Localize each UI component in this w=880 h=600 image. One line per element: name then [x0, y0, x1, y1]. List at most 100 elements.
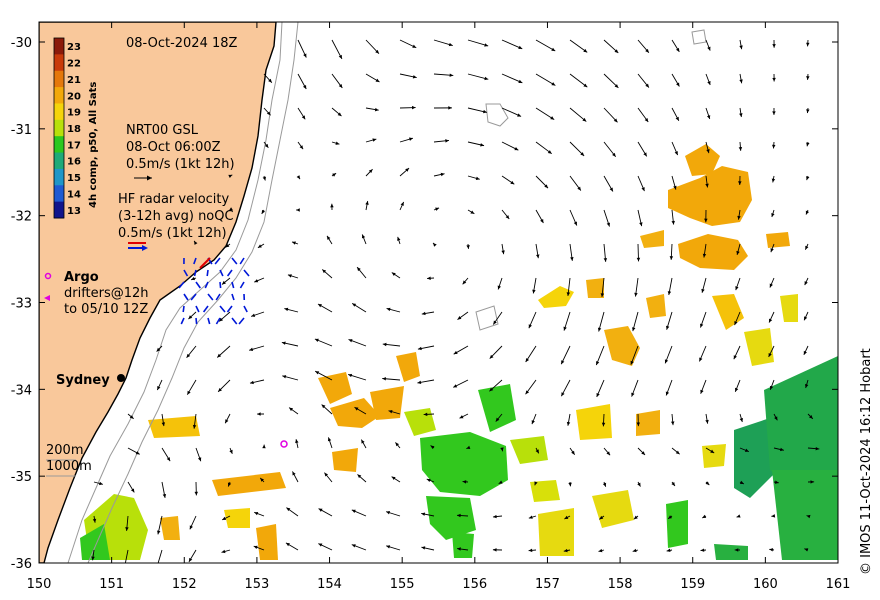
y-tick-label: -30: [11, 36, 32, 51]
velocity-arrow: [535, 73, 556, 86]
velocity-arrowhead: [286, 507, 291, 512]
velocity-arrowhead: [707, 81, 711, 86]
velocity-arrowhead: [156, 565, 159, 569]
velocity-arrowhead: [670, 421, 675, 426]
velocity-arrowhead: [666, 548, 671, 553]
velocity-arrowhead: [571, 450, 575, 455]
hf-arrow: [214, 257, 221, 265]
velocity-arrowhead: [632, 327, 636, 332]
velocity-arrowhead: [563, 326, 567, 331]
x-tick-label: 153: [244, 577, 269, 592]
sst-patch: [426, 496, 476, 540]
velocity-arrowhead: [254, 511, 259, 516]
colorbar-label: 19: [67, 108, 81, 119]
velocity-arrowhead: [495, 417, 500, 422]
velocity-arrowhead: [188, 557, 193, 562]
velocity-arrowhead: [675, 47, 680, 52]
velocity-arrowhead: [644, 118, 649, 122]
velocity-arrowhead: [357, 474, 362, 479]
velocity-arrowhead: [449, 73, 454, 77]
colorbar-label: 15: [67, 173, 81, 184]
velocity-arrowhead: [354, 407, 359, 411]
velocity-arrowhead: [561, 392, 565, 397]
velocity-arrowhead: [314, 338, 319, 342]
velocity-arrowhead: [99, 481, 103, 486]
velocity-arrowhead: [327, 235, 331, 240]
velocity-arrowhead: [400, 201, 404, 206]
velocity-arrowhead: [770, 248, 774, 253]
plot-frame: [38, 21, 839, 564]
velocity-arrowhead: [405, 168, 410, 172]
velocity-arrowhead: [550, 116, 555, 120]
velocity-arrowhead: [187, 390, 191, 395]
velocity-arrowhead: [337, 112, 342, 117]
velocity-arrowhead: [739, 418, 743, 423]
velocity-arrowhead: [470, 210, 475, 214]
hf-arrow: [239, 257, 245, 265]
velocity-arrowhead: [357, 267, 361, 272]
velocity-arrowhead: [191, 276, 196, 281]
velocity-arrow: [569, 73, 588, 88]
velocity-arrowhead: [397, 236, 401, 241]
velocity-arrowhead: [440, 172, 445, 177]
velocity-arrowhead: [188, 315, 193, 320]
y-tick-label: -34: [11, 383, 32, 398]
velocity-arrowhead: [498, 480, 503, 484]
velocity-arrowhead: [391, 476, 396, 481]
hf-arrow: [183, 269, 189, 277]
velocity-arrowhead: [262, 444, 266, 449]
sst-patch: [646, 294, 666, 318]
velocity-arrowhead: [411, 105, 416, 110]
x-tick-label: 152: [172, 577, 197, 592]
velocity-arrowhead: [636, 422, 641, 427]
velocity-arrowhead: [769, 283, 773, 288]
velocity-arrowhead: [806, 109, 810, 114]
velocity-arrowhead: [456, 513, 461, 518]
velocity-arrowhead: [570, 257, 574, 261]
velocity-arrowhead: [157, 530, 161, 535]
velocity-arrowhead: [606, 451, 611, 456]
velocity-arrowhead: [225, 419, 229, 424]
velocity-arrowhead: [614, 84, 619, 88]
velocity-arrowhead: [318, 543, 323, 547]
velocity-arrowhead: [771, 178, 776, 183]
velocity-arrowhead: [351, 509, 356, 513]
velocity-arrowhead: [583, 48, 588, 53]
velocity-arrowhead: [327, 437, 332, 442]
velocity-arrowhead: [222, 280, 226, 285]
velocity-arrowhead: [365, 200, 369, 205]
velocity-arrowhead: [426, 478, 431, 483]
velocity-arrowhead: [462, 480, 467, 484]
velocity-arrowhead: [734, 321, 738, 326]
hf-arrow: [215, 317, 221, 325]
velocity-arrowhead: [189, 525, 193, 530]
velocity-arrowhead: [348, 339, 353, 343]
velocity-arrowhead: [332, 173, 337, 177]
velocity-arrowhead: [430, 445, 435, 450]
velocity-arrowhead: [566, 292, 571, 296]
velocity-arrowhead: [671, 482, 675, 486]
velocity-arrowhead: [675, 450, 680, 455]
colorbar-cell: [54, 185, 64, 203]
velocity-arrowhead: [292, 471, 296, 476]
argo-legend-icon: [44, 272, 52, 280]
date-label: 08-Oct-2024 18Z: [126, 36, 238, 51]
sst-patch: [678, 234, 748, 270]
velocity-arrowhead: [186, 353, 191, 358]
sst-patch: [212, 472, 286, 496]
sst-patch: [666, 500, 688, 548]
sst-patch: [685, 144, 720, 176]
velocity-arrowhead: [540, 219, 544, 224]
velocity-arrowhead: [395, 442, 400, 447]
velocity-arrowhead: [228, 207, 233, 211]
velocity-arrowhead: [805, 245, 809, 250]
velocity-arrowhead: [739, 45, 743, 50]
velocity-arrowhead: [531, 420, 535, 425]
velocity-arrowhead: [645, 83, 649, 88]
velocity-arrowhead: [505, 215, 510, 219]
velocity-arrowhead: [769, 318, 773, 323]
velocity-arrowhead: [225, 243, 230, 248]
velocity-arrowhead: [296, 175, 301, 180]
velocity-arrowhead: [218, 387, 222, 392]
velocity-arrowhead: [634, 292, 638, 297]
